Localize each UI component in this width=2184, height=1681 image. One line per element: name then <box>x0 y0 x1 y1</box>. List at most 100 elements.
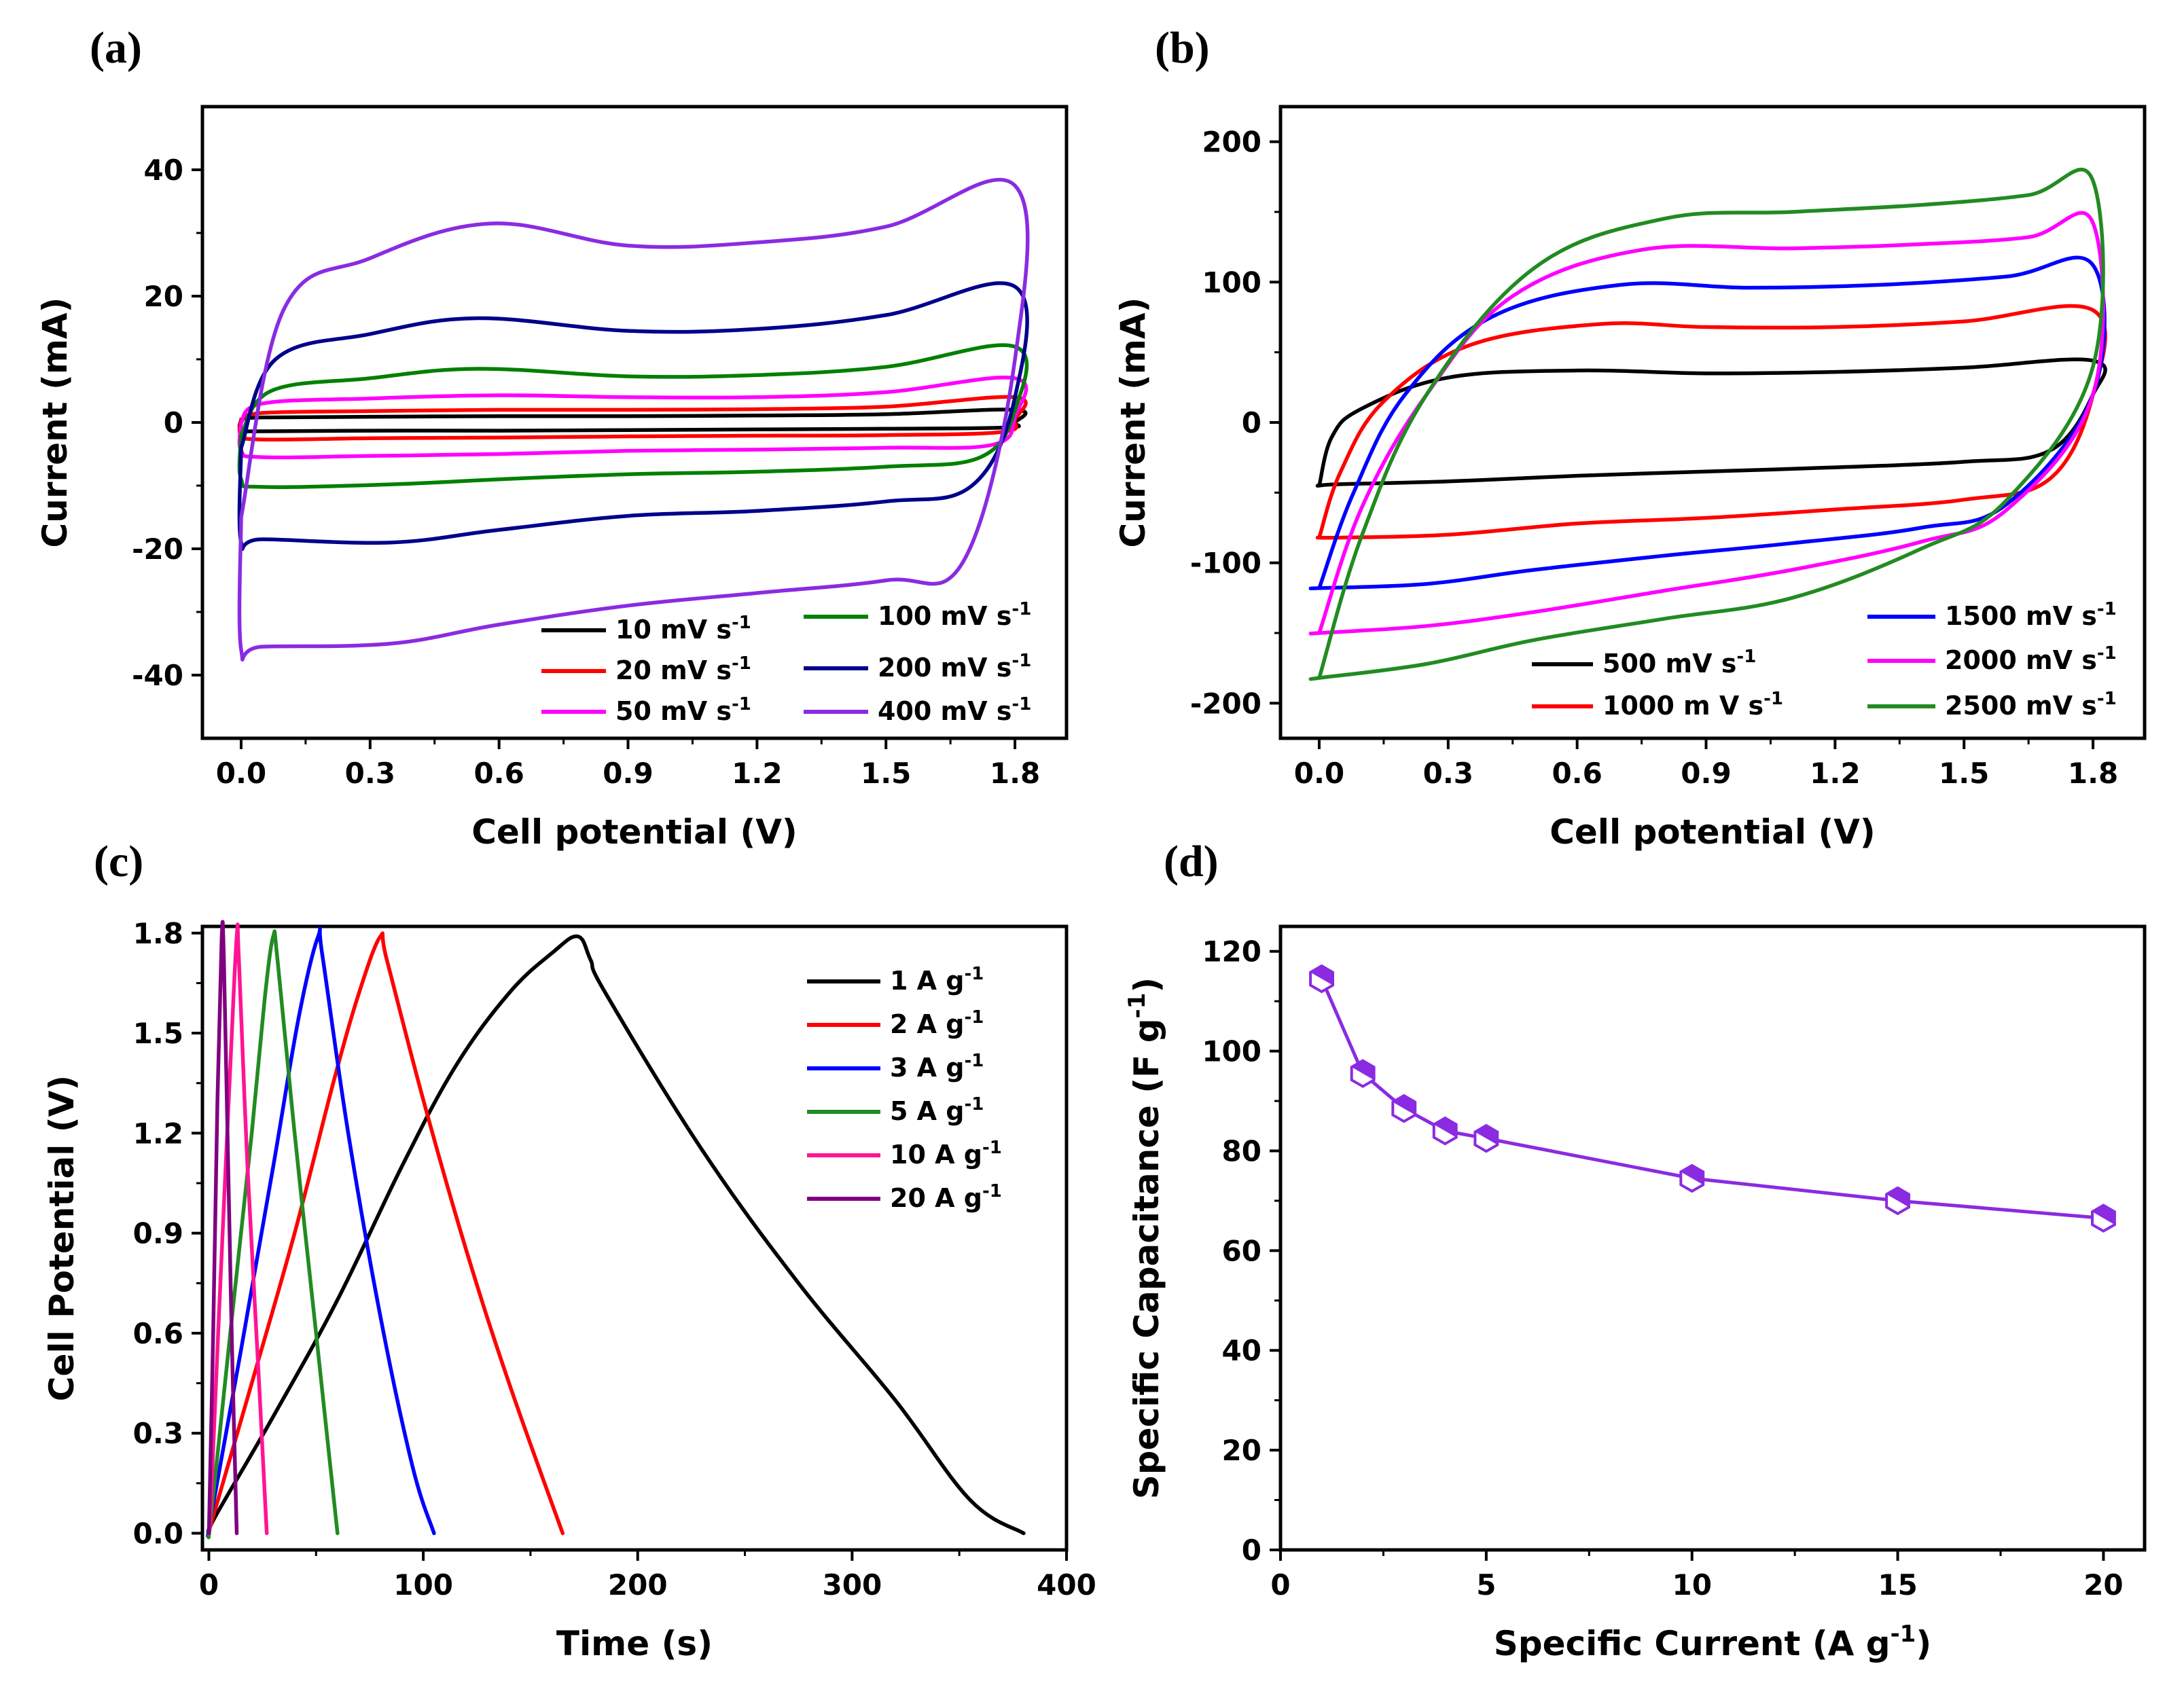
data-point-fill <box>1886 1187 1909 1208</box>
y-tick-label: 20 <box>1222 1434 1261 1467</box>
panel-label-c: (c) <box>94 837 143 886</box>
legend-label-sup: -1 <box>1736 647 1756 667</box>
legend-label-sup: -1 <box>965 1007 984 1028</box>
legend-label-sup: -1 <box>1764 689 1783 709</box>
legend-label-100-mv-s-1: 100 mV s-1 <box>878 599 1031 631</box>
legend-label-sup: -1 <box>2097 599 2117 619</box>
legend-label-2000-mv-s-1: 2000 mV s-1 <box>1945 643 2117 675</box>
legend-label-500-mv-s-1: 500 mV s-1 <box>1603 647 1756 679</box>
x-tick-label: 1.5 <box>861 757 911 790</box>
data-point-fill <box>1433 1118 1456 1138</box>
data-point-fill <box>1310 966 1333 986</box>
data-point-fill <box>1475 1125 1498 1145</box>
series-line-20-mv-s-1 <box>237 395 1028 442</box>
y-tick-label: 1.8 <box>133 917 183 950</box>
x-tick-label: 0.3 <box>1423 757 1473 790</box>
y-tick-label: 1.5 <box>133 1017 183 1050</box>
data-point-20 <box>2091 1204 2116 1233</box>
legend-label-1500-mv-s-1: 1500 mV s-1 <box>1945 599 2117 631</box>
chart-panel-b-cv-high-scan: 0.0 0.3 0.6 0.9 1.2 1.5 1.8 -200 -100 0 100 200 Cell… <box>1113 105 2147 852</box>
x-tick-label: 100 <box>393 1568 453 1602</box>
legend-label-sup: -1 <box>732 613 751 633</box>
series-line-2500-mv-s-1 <box>1308 168 2105 681</box>
x-tick-label: 10 <box>1672 1568 1711 1602</box>
x-tick-label: 300 <box>823 1568 882 1602</box>
x-axis-label: Specific Current (A g-1) <box>1494 1621 1931 1663</box>
y-tick-label: 200 <box>1202 126 1261 159</box>
y-tick-label: 80 <box>1222 1134 1261 1168</box>
y-tick-label: 40 <box>1222 1334 1261 1367</box>
x-axis-label: Time (s) <box>556 1624 713 1663</box>
y-tick-label: 100 <box>1202 266 1261 299</box>
data-point-15 <box>1885 1186 1910 1216</box>
legend-label-sup: -1 <box>732 653 751 674</box>
plot-frame <box>200 924 1069 1552</box>
legend-label-2-a-g-1: 2 A g-1 <box>890 1007 984 1039</box>
data-point-1 <box>1309 964 1334 994</box>
y-tick-label: 1.2 <box>133 1117 183 1150</box>
x-tick-label: 0.6 <box>473 757 524 790</box>
series-line-50-mv-s-1 <box>237 376 1028 460</box>
series-line-200-mv-s-1 <box>237 281 1029 552</box>
series-line-2-a-g-1 <box>207 931 565 1536</box>
y-tick-label: 60 <box>1222 1234 1261 1267</box>
x-tick-label: 0 <box>199 1568 219 1602</box>
y-tick-label: -200 <box>1190 687 1261 720</box>
chart-panel-d-capacitance: 0 5 10 15 20 0 20 40 60 80 100 120 Specific Current … <box>1124 924 2147 1663</box>
x-tick-label: 0.3 <box>345 757 395 790</box>
y-tick-label: 120 <box>1202 935 1261 969</box>
legend-label-sup: -1 <box>2097 643 2117 664</box>
legend-label-sup: -1 <box>1012 599 1031 619</box>
legend-label-sup: -1 <box>965 964 984 984</box>
data-point-10 <box>1679 1163 1705 1193</box>
data-point-fill <box>1351 1060 1374 1081</box>
y-tick-label: -20 <box>132 532 183 566</box>
x-tick-label: 1.8 <box>2068 757 2118 790</box>
x-tick-label: 20 <box>2083 1568 2123 1602</box>
x-axis-label: Cell potential (V) <box>1550 812 1876 852</box>
series-line-3-a-g-1 <box>206 926 436 1538</box>
x-tick-label: 0.0 <box>1294 757 1344 790</box>
series-line-100-mv-s-1 <box>237 343 1029 489</box>
y-tick-label: -100 <box>1190 547 1261 580</box>
x-tick-label: 400 <box>1037 1568 1096 1602</box>
series-line-400-mv-s-1 <box>237 177 1030 662</box>
data-point-fill <box>1393 1096 1416 1115</box>
x-tick-label: 0.9 <box>603 757 653 790</box>
data-point-fill <box>2092 1205 2115 1225</box>
legend-label-200-mv-s-1: 200 mV s-1 <box>878 651 1031 683</box>
series-line-10-a-g-1 <box>207 922 269 1536</box>
y-tick-label: -40 <box>132 659 183 692</box>
series-line-1500-mv-s-1 <box>1308 255 2107 591</box>
x-tick-label: 5 <box>1476 1568 1496 1602</box>
y-tick-label: 20 <box>144 280 183 313</box>
legend-label-10-mv-s-1: 10 mV s-1 <box>615 613 751 645</box>
y-axis-label: Cell Potential (V) <box>42 1075 82 1401</box>
data-point-5 <box>1473 1123 1499 1153</box>
y-tick-label: 40 <box>144 153 183 187</box>
plot-frame <box>1278 924 2147 1552</box>
legend-label-2500-mv-s-1: 2500 mV s-1 <box>1945 689 2117 721</box>
data-point-4 <box>1432 1116 1458 1146</box>
x-tick-label: 1.2 <box>732 757 782 790</box>
series-line-2000-mv-s-1 <box>1308 211 2105 636</box>
legend-label-3-a-g-1: 3 A g-1 <box>890 1051 984 1083</box>
data-point-2 <box>1350 1059 1376 1088</box>
legend-label-400-mv-s-1: 400 mV s-1 <box>878 694 1031 726</box>
y-axis-label-sup: -1 <box>1124 993 1151 1019</box>
panel-label-b: (b) <box>1155 23 1210 73</box>
legend-label-sup: -1 <box>982 1181 1002 1201</box>
legend-label-sup: -1 <box>732 694 751 715</box>
y-axis-label: Current (mA) <box>35 297 75 548</box>
legend-label-sup: -1 <box>1012 651 1031 671</box>
x-tick-label: 1.5 <box>1939 757 1989 790</box>
legend-label-1-a-g-1: 1 A g-1 <box>890 964 984 996</box>
series-line-1-a-g-1 <box>206 934 1026 1536</box>
series-line-10-mv-s-1 <box>237 408 1028 433</box>
y-tick-label: 100 <box>1202 1035 1261 1068</box>
legend-label-sup: -1 <box>2097 689 2117 709</box>
legend-label-sup: -1 <box>1012 694 1031 715</box>
chart-panel-c-gcd: 0 100 200 300 400 0.0 0.3 0.6 0.9 1.2 1.5 1.8 Time (… <box>42 917 1096 1663</box>
y-axis-label: Specific Capacitance (F g-1) <box>1124 977 1166 1499</box>
x-tick-label: 1.2 <box>1810 757 1860 790</box>
